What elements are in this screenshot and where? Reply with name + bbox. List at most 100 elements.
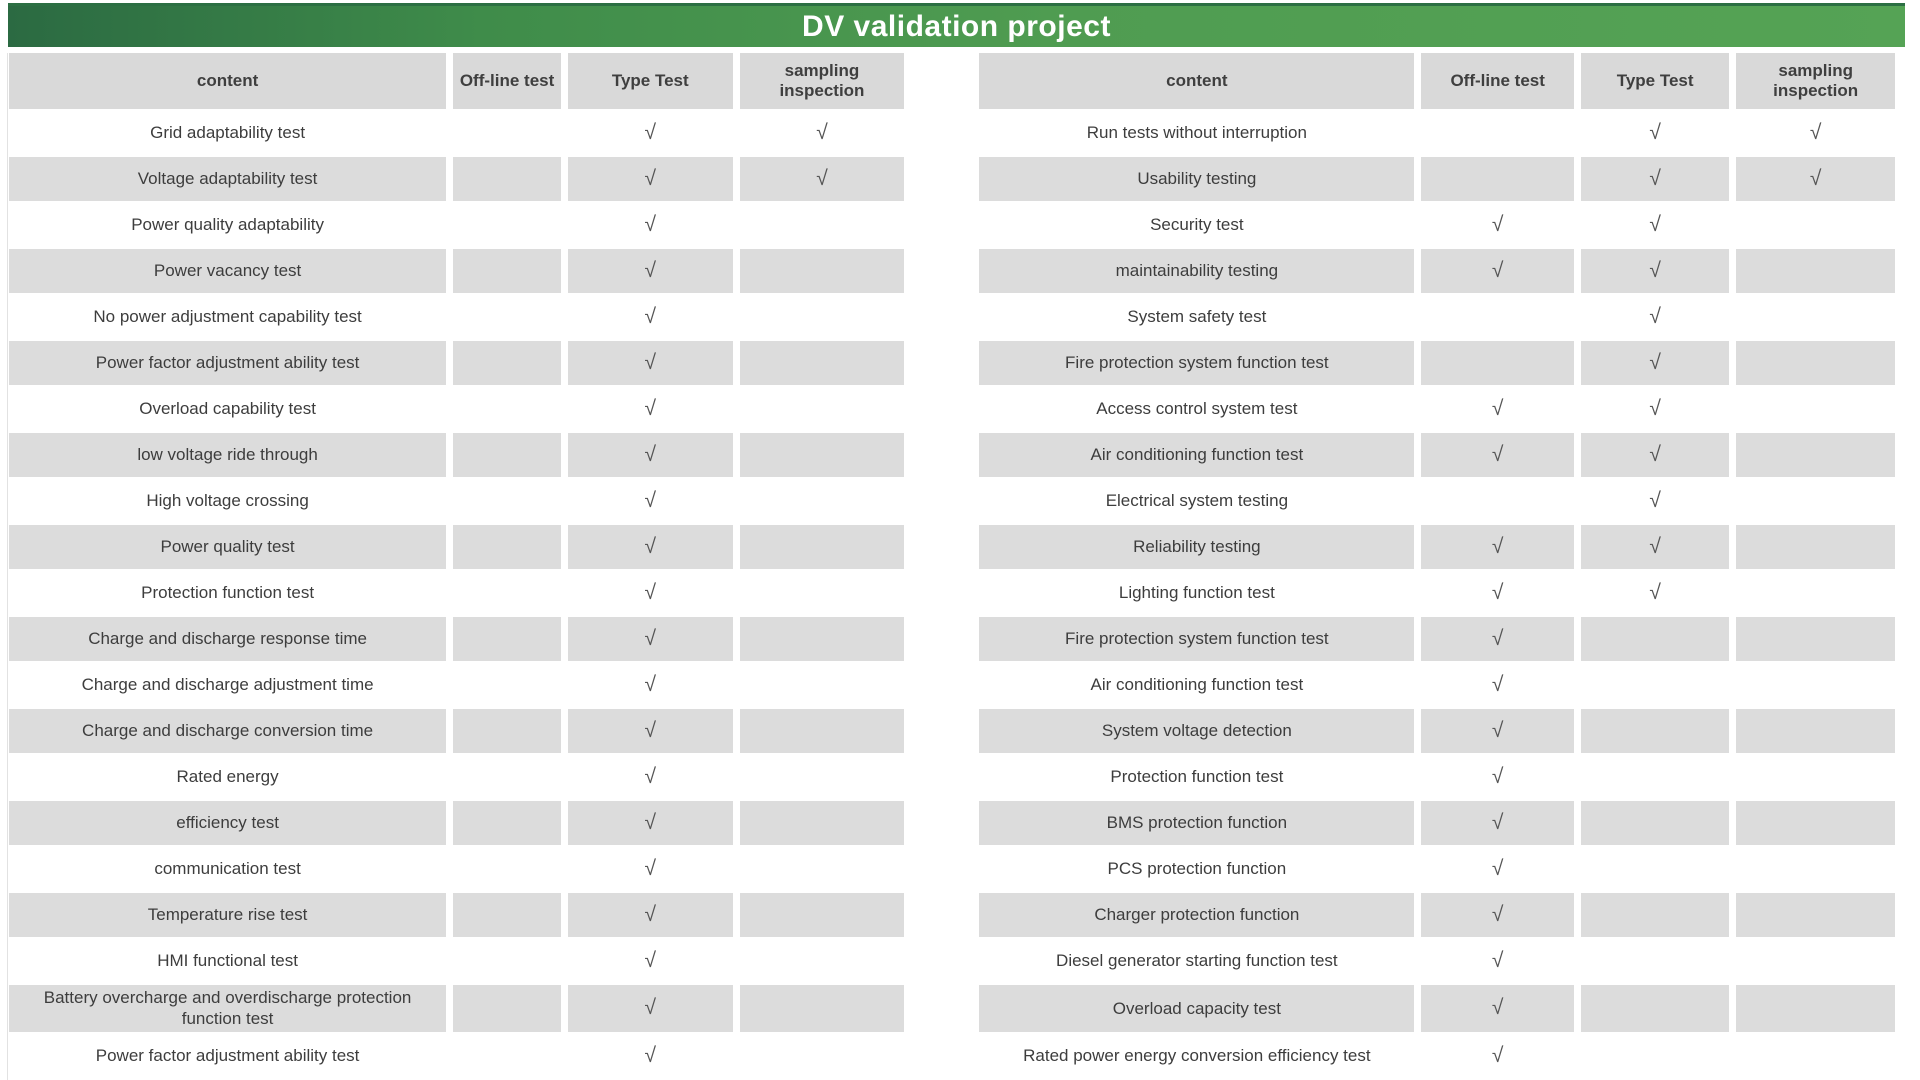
sampling-check-left: [739, 295, 905, 339]
table-gap: [911, 893, 972, 937]
offline-check-left: [453, 939, 561, 983]
type-check-right: √: [1580, 387, 1730, 431]
table-row: High voltage crossing √ Electrical system …: [9, 479, 1895, 523]
type-check-right: [1580, 985, 1730, 1032]
content-cell-right: Lighting function test: [979, 571, 1415, 615]
offline-check-right: [1421, 341, 1574, 385]
sampling-check-right: [1736, 985, 1895, 1032]
type-check-left: √: [567, 571, 733, 615]
type-check-left: √: [567, 525, 733, 569]
content-cell-left: Overload capability test: [9, 387, 447, 431]
content-cell-left: low voltage ride through: [9, 433, 447, 477]
sampling-check-left: [739, 709, 905, 753]
table-gap: [911, 847, 972, 891]
table-gap: [911, 525, 972, 569]
header-sampling-right: sampling inspection: [1736, 53, 1895, 109]
header-content-left: content: [9, 53, 447, 109]
offline-check-left: [453, 157, 561, 201]
content-cell-left: Voltage adaptability test: [9, 157, 447, 201]
table-row: low voltage ride through √ Air conditionin…: [9, 433, 1895, 477]
table-gap: [911, 249, 972, 293]
type-check-left: √: [567, 157, 733, 201]
table-row: HMI functional test √ Diesel generator sta…: [9, 939, 1895, 983]
sampling-check-right: [1736, 663, 1895, 707]
content-cell-right: Access control system test: [979, 387, 1415, 431]
offline-check-right: √: [1421, 709, 1574, 753]
type-check-left: √: [567, 249, 733, 293]
offline-check-right: [1421, 295, 1574, 339]
content-cell-left: Charge and discharge adjustment time: [9, 663, 447, 707]
offline-check-right: √: [1421, 525, 1574, 569]
sampling-check-left: [739, 847, 905, 891]
page-title: DV validation project: [802, 9, 1111, 43]
sampling-check-right: [1736, 433, 1895, 477]
table-row: Rated energy √ Protection function test √: [9, 755, 1895, 799]
type-check-left: √: [567, 801, 733, 845]
offline-check-right: [1421, 157, 1574, 201]
sampling-check-right: [1736, 847, 1895, 891]
table-gap: [911, 1034, 972, 1078]
content-cell-right: Charger protection function: [979, 893, 1415, 937]
table-gap: [911, 985, 972, 1032]
offline-check-left: [453, 387, 561, 431]
type-check-left: √: [567, 617, 733, 661]
content-cell-left: No power adjustment capability test: [9, 295, 447, 339]
type-check-right: √: [1580, 433, 1730, 477]
table-row: Power vacancy test √ maintainability testi…: [9, 249, 1895, 293]
content-cell-left: Grid adaptability test: [9, 111, 447, 155]
content-cell-right: Air conditioning function test: [979, 663, 1415, 707]
content-cell-left: Temperature rise test: [9, 893, 447, 937]
sampling-check-left: [739, 893, 905, 937]
table-gap: [911, 571, 972, 615]
type-check-left: √: [567, 893, 733, 937]
validation-table: content Off-line test Type Test sampling…: [2, 51, 1902, 1080]
table-gap: [911, 53, 972, 109]
type-check-right: [1580, 755, 1730, 799]
sampling-check-left: √: [739, 111, 905, 155]
type-check-left: √: [567, 1033, 733, 1078]
sampling-check-right: [1736, 525, 1895, 569]
offline-check-left: [453, 249, 561, 293]
table-gap: [911, 801, 972, 845]
offline-check-left: [453, 111, 561, 155]
table-row: Charge and discharge conversion time √ Sys…: [9, 709, 1895, 753]
content-cell-left: communication test: [9, 847, 447, 891]
offline-check-right: √: [1421, 847, 1574, 891]
sampling-check-right: [1736, 939, 1895, 983]
sampling-check-left: √: [739, 157, 905, 201]
content-cell-right: Fire protection system function test: [979, 341, 1415, 385]
offline-check-left: [453, 709, 561, 753]
title-bar: DV validation project: [8, 3, 1905, 47]
content-cell-left: Power vacancy test: [9, 249, 447, 293]
table-gap: [911, 709, 972, 753]
content-cell-right: Air conditioning function test: [979, 433, 1415, 477]
sampling-check-right: [1736, 801, 1895, 845]
content-cell-left: Power quality adaptability: [9, 203, 447, 247]
type-check-left: √: [567, 203, 733, 247]
sampling-check-right: [1736, 387, 1895, 431]
offline-check-left: [453, 985, 561, 1032]
offline-check-right: √: [1421, 939, 1574, 983]
table-row: Protection function test √ Lighting functi…: [9, 571, 1895, 615]
content-cell-right: Fire protection system function test: [979, 617, 1415, 661]
sampling-check-left: [739, 249, 905, 293]
sampling-check-right: √: [1736, 111, 1895, 155]
type-check-left: √: [567, 847, 733, 891]
table-gap: [911, 433, 972, 477]
content-cell-left: HMI functional test: [9, 939, 447, 983]
sampling-check-left: [739, 663, 905, 707]
sampling-check-left: [739, 203, 905, 247]
offline-check-left: [453, 433, 561, 477]
offline-check-right: √: [1421, 755, 1574, 799]
content-cell-right: Run tests without interruption: [979, 111, 1415, 155]
sampling-check-left: [739, 525, 905, 569]
table-row: communication test √ PCS protection functi…: [9, 847, 1895, 891]
content-cell-right: Reliability testing: [979, 525, 1415, 569]
type-check-left: √: [567, 433, 733, 477]
type-check-right: [1580, 709, 1730, 753]
content-cell-right: Security test: [979, 203, 1415, 247]
type-check-left: √: [567, 111, 733, 155]
content-cell-left: High voltage crossing: [9, 479, 447, 523]
header-content-right: content: [979, 53, 1415, 109]
table-gap: [911, 295, 972, 339]
